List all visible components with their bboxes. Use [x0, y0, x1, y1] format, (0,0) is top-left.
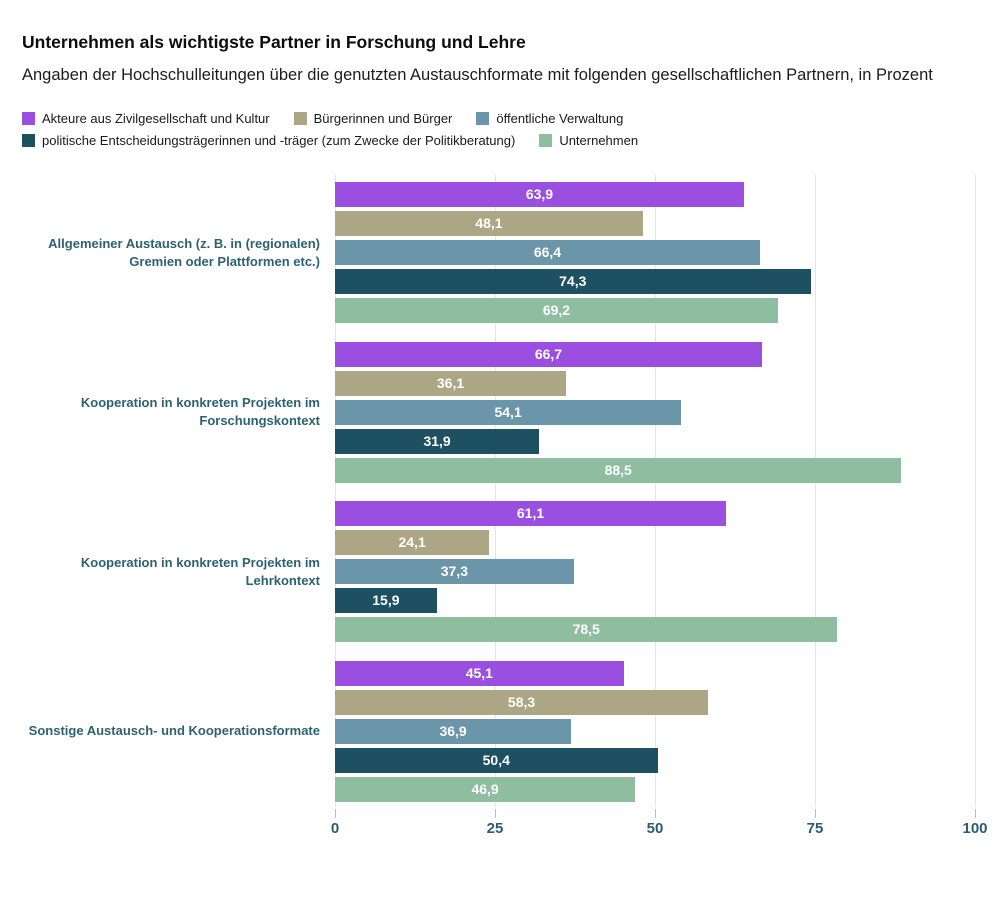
bar-value-label: 63,9 [525, 186, 554, 202]
bar-value-label: 88,5 [604, 461, 632, 478]
bar-chart: Allgemeiner Austausch (z. B. in (regiona… [22, 175, 988, 841]
bar-group: Kooperation in konkreten Projekten im Le… [22, 501, 978, 642]
x-axis: 0 25 50 75 100 [331, 807, 988, 841]
gridline [814, 175, 816, 807]
bar-value-label: 37,3 [440, 563, 468, 579]
legend-item: öffentliche Verwaltung [476, 111, 623, 126]
bar: 50,4 [335, 747, 658, 773]
bar: 66,4 [335, 240, 760, 265]
bar: 78,5 [335, 617, 838, 642]
bar-value-label: 69,2 [542, 302, 571, 318]
bar-value-label: 36,9 [439, 722, 467, 739]
plot-area: Allgemeiner Austausch (z. B. in (regiona… [22, 175, 978, 807]
bar: 36,9 [335, 718, 572, 744]
bar: 45,1 [335, 660, 624, 686]
bar: 48,1 [335, 211, 643, 236]
legend-label: politische Entscheidungsträgerinnen und … [42, 133, 516, 148]
legend-swatch-icon [476, 112, 490, 125]
bar-value-label: 36,1 [436, 374, 465, 391]
axis-tick-label: 0 [330, 819, 340, 837]
category-label: Allgemeiner Austausch (z. B. in (regiona… [48, 235, 320, 269]
bar-group: Kooperation in konkreten Projekten im Fo… [22, 341, 978, 483]
gridline [654, 175, 656, 807]
axis-tick-label: 100 [962, 819, 988, 837]
gridline [974, 175, 976, 807]
bar-value-label: 74,3 [559, 273, 587, 289]
legend-swatch-icon [293, 112, 307, 125]
axis-tick [494, 808, 496, 818]
bar: 61,1 [335, 501, 727, 526]
legend-item: Akteure aus Zivilgesellschaft und Kultur [22, 111, 270, 126]
bar-rows: Allgemeiner Austausch (z. B. in (regiona… [22, 182, 978, 802]
legend-swatch-icon [539, 134, 553, 147]
gridline [334, 175, 336, 807]
axis-tick [814, 808, 816, 818]
legend-label: Unternehmen [559, 133, 639, 148]
legend-row: Akteure aus Zivilgesellschaft und Kultur… [22, 111, 978, 126]
legend-row: politische Entscheidungsträgerinnen und … [22, 133, 978, 148]
bar-value-label: 54,1 [494, 403, 522, 420]
bar: 69,2 [335, 298, 778, 323]
bar-stack: 66,7 36,1 54,1 31,9 88,5 [335, 341, 975, 483]
bar-stack: 61,1 24,1 37,3 15,9 78,5 [335, 501, 975, 642]
bar-value-label: 66,4 [533, 244, 562, 260]
legend-swatch-icon [22, 134, 35, 147]
axis-tick [334, 808, 336, 818]
bar: 88,5 [335, 457, 902, 483]
bar-value-label: 66,7 [534, 345, 563, 362]
legend-item: politische Entscheidungsträgerinnen und … [22, 133, 515, 148]
bar-value-label: 15,9 [372, 592, 400, 608]
chart-subtitle: Angaben der Hochschulleitungen über die … [22, 65, 933, 84]
bar: 66,7 [335, 341, 762, 367]
legend-label: Akteure aus Zivilgesellschaft und Kultur [42, 111, 270, 126]
axis-tick-label: 25 [486, 819, 504, 837]
grid-layer [334, 175, 976, 807]
axis-tick [654, 808, 656, 818]
bar: 37,3 [335, 559, 574, 584]
axis-tick [974, 808, 976, 818]
bar-group: Sonstige Austausch- und Kooperationsform… [22, 660, 978, 802]
bar: 46,9 [335, 776, 636, 802]
bar-value-label: 61,1 [516, 505, 545, 521]
gridline [494, 175, 496, 807]
axis-tick-label: 50 [646, 819, 664, 837]
legend-item: Bürgerinnen und Bürger [293, 111, 453, 126]
bar: 36,1 [335, 370, 567, 396]
bar-value-label: 50,4 [482, 751, 510, 768]
legend-item: Unternehmen [539, 133, 638, 148]
bar-value-label: 78,5 [572, 621, 600, 637]
bar-value-label: 24,1 [398, 534, 426, 550]
category-label: Sonstige Austausch- und Kooperationsform… [28, 723, 320, 738]
bar-value-label: 45,1 [465, 664, 493, 681]
bar: 15,9 [335, 588, 437, 613]
bar-value-label: 48,1 [475, 215, 503, 231]
infographic: Unternehmen als wichtigste Partner in Fo… [22, 32, 988, 841]
bar: 31,9 [335, 428, 540, 454]
category-label: Kooperation in konkreten Projekten im Le… [80, 554, 320, 588]
bar-stack: 63,9 48,1 66,4 74,3 69,2 [335, 182, 975, 323]
bar: 24,1 [335, 530, 490, 555]
legend: Akteure aus Zivilgesellschaft und Kultur… [22, 111, 978, 148]
legend-label: Bürgerinnen und Bürger [313, 111, 453, 126]
bar-value-label: 46,9 [471, 780, 499, 797]
category-label: Kooperation in konkreten Projekten im Fo… [80, 395, 320, 428]
bar-value-label: 58,3 [507, 693, 536, 710]
bar: 63,9 [335, 182, 744, 207]
bar-value-label: 31,9 [423, 432, 451, 449]
chart-title: Unternehmen als wichtigste Partner in Fo… [22, 32, 526, 52]
bar: 74,3 [335, 269, 811, 294]
legend-swatch-icon [22, 112, 35, 125]
bar: 54,1 [335, 399, 682, 425]
bar-stack: 45,1 58,3 36,9 50,4 46,9 [335, 660, 975, 802]
legend-label: öffentliche Verwaltung [496, 111, 624, 126]
bar: 58,3 [335, 689, 709, 715]
axis-tick-label: 75 [806, 819, 824, 837]
bar-group: Allgemeiner Austausch (z. B. in (regiona… [22, 182, 978, 323]
